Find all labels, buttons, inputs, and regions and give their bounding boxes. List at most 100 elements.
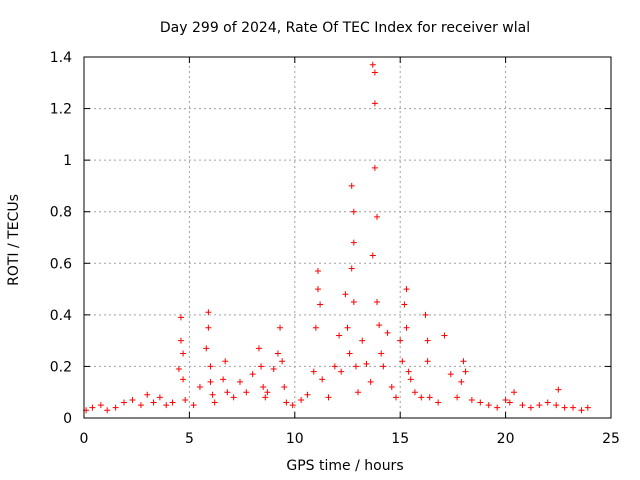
y-tick-label: 1.4 [50, 50, 72, 66]
data-point [319, 376, 326, 383]
data-point [289, 402, 296, 409]
data-point [207, 363, 214, 370]
data-point [279, 358, 286, 365]
y-tick-label: 0 [63, 411, 72, 427]
y-tick-label: 0.4 [50, 308, 72, 324]
data-point [346, 350, 353, 357]
data-point [363, 360, 370, 367]
data-point [180, 350, 187, 357]
data-point [441, 332, 448, 339]
data-point [348, 265, 355, 272]
data-point [169, 399, 176, 406]
data-point [460, 358, 467, 365]
data-point [298, 396, 305, 403]
data-point [511, 389, 518, 396]
y-tick-label: 0.8 [50, 205, 72, 221]
data-point [405, 368, 412, 375]
data-point [519, 402, 526, 409]
data-point [468, 396, 475, 403]
data-point [150, 399, 157, 406]
data-point [392, 394, 399, 401]
data-point [104, 407, 111, 414]
data-point [180, 376, 187, 383]
data-point [342, 291, 349, 298]
data-point [277, 324, 284, 331]
plot-frame [83, 56, 612, 419]
data-point [424, 337, 431, 344]
data-point [97, 402, 104, 409]
data-point [207, 378, 214, 385]
data-point [426, 394, 433, 401]
data-point [447, 371, 454, 378]
data-points [83, 61, 591, 414]
data-point [310, 368, 317, 375]
data-point [243, 389, 250, 396]
data-point [190, 402, 197, 409]
data-point [422, 311, 429, 318]
data-point [384, 329, 391, 336]
data-point [374, 298, 381, 305]
data-point [374, 213, 381, 220]
data-point [359, 337, 366, 344]
data-point [304, 391, 311, 398]
data-point [355, 389, 362, 396]
data-point [555, 386, 562, 393]
data-point [220, 376, 227, 383]
data-point [314, 286, 321, 293]
data-point [274, 350, 281, 357]
data-point [527, 404, 534, 411]
data-point [553, 402, 560, 409]
data-point [224, 389, 231, 396]
data-point [371, 100, 378, 107]
data-point [121, 399, 128, 406]
data-point [506, 399, 513, 406]
data-point [112, 404, 119, 411]
data-point [348, 182, 355, 189]
data-point [570, 404, 577, 411]
data-point [156, 394, 163, 401]
data-point [314, 268, 321, 275]
y-tick-labels: 0 0.2 0.4 0.6 0.8 1 1.2 1.4 [50, 50, 72, 427]
data-point [411, 389, 418, 396]
data-point [485, 402, 492, 409]
data-point [378, 350, 385, 357]
data-point [407, 376, 414, 383]
data-point [177, 314, 184, 321]
x-tick-label: 25 [602, 431, 620, 447]
data-point [317, 301, 324, 308]
data-point [264, 389, 271, 396]
data-point [403, 286, 410, 293]
data-point [230, 394, 237, 401]
y-axis-label: ROTI / TECUs [6, 194, 22, 286]
data-point [502, 396, 509, 403]
data-point [331, 363, 338, 370]
data-point [262, 394, 269, 401]
data-point [477, 399, 484, 406]
data-point [182, 396, 189, 403]
data-point [350, 239, 357, 246]
data-point [255, 345, 262, 352]
data-point [205, 324, 212, 331]
data-point [196, 384, 203, 391]
data-point [338, 368, 345, 375]
data-point [129, 396, 136, 403]
data-point [222, 358, 229, 365]
data-point [144, 391, 151, 398]
data-point [371, 69, 378, 76]
data-point [175, 366, 182, 373]
data-point [205, 309, 212, 316]
data-point [312, 324, 319, 331]
data-point [401, 301, 408, 308]
chart-title: Day 299 of 2024, Rate Of TEC Index for r… [160, 20, 530, 36]
data-point [399, 358, 406, 365]
data-point [369, 252, 376, 259]
data-point [388, 384, 395, 391]
data-point [367, 378, 374, 385]
x-tick-label: 0 [80, 431, 89, 447]
data-point [89, 404, 96, 411]
data-point [371, 164, 378, 171]
data-point [260, 384, 267, 391]
data-point [203, 345, 210, 352]
data-point [494, 404, 501, 411]
